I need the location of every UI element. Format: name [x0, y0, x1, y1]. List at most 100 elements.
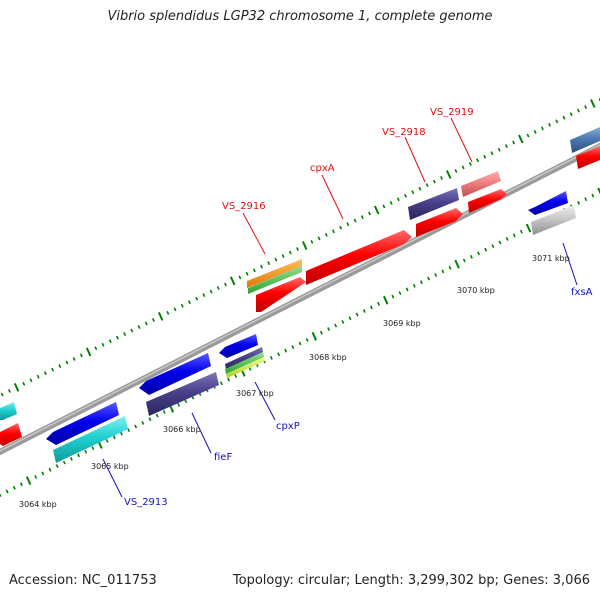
- gene-label-VS_2918: VS_2918: [382, 127, 426, 138]
- outer-tick-track: [0, 98, 600, 397]
- minor-tick: [468, 161, 472, 166]
- minor-tick: [362, 309, 366, 313]
- minor-tick: [548, 122, 552, 127]
- minor-tick: [227, 377, 231, 382]
- minor-tick: [284, 348, 288, 353]
- minor-tick: [19, 482, 23, 487]
- gene-fieF-feature[interactable]: [139, 353, 219, 416]
- gene-label-cpxA: cpxA: [310, 163, 335, 174]
- minor-tick: [440, 176, 444, 180]
- minor-tick: [348, 316, 352, 321]
- kbp-label-3069: 3069 kbp: [383, 319, 421, 328]
- minor-tick: [576, 108, 580, 113]
- minor-tick: [144, 321, 148, 326]
- minor-tick: [238, 275, 242, 280]
- major-tick: [382, 295, 389, 305]
- minor-tick: [58, 364, 62, 369]
- minor-tick: [296, 247, 299, 251]
- minor-tick: [43, 371, 47, 376]
- major-tick: [25, 476, 32, 486]
- minor-tick: [555, 119, 559, 124]
- minor-tick: [216, 286, 220, 290]
- minor-tick: [36, 374, 40, 379]
- minor-tick: [134, 424, 138, 429]
- minor-tick: [584, 197, 588, 202]
- major-tick: [525, 223, 532, 233]
- minor-tick: [137, 325, 141, 329]
- minor-tick: [484, 247, 488, 252]
- minor-tick: [288, 250, 292, 255]
- minor-tick: [94, 346, 98, 351]
- minor-tick: [505, 236, 509, 241]
- gene-fxsA-feature[interactable]: [528, 191, 576, 235]
- minor-tick: [5, 489, 9, 494]
- minor-tick: [418, 186, 422, 191]
- minor-tick: [519, 229, 523, 234]
- minor-tick: [497, 147, 501, 152]
- major-tick: [157, 311, 164, 321]
- gene-cpxA-feature[interactable]: [306, 230, 412, 285]
- minor-tick: [569, 112, 573, 117]
- minor-tick: [119, 431, 123, 436]
- minor-tick: [441, 269, 445, 274]
- major-tick: [85, 347, 92, 357]
- minor-tick: [291, 345, 295, 350]
- minor-tick: [245, 271, 249, 276]
- minor-tick: [389, 200, 393, 205]
- major-tick: [311, 331, 318, 341]
- major-tick: [229, 276, 236, 286]
- gene-edge-left-feature[interactable]: [0, 402, 22, 446]
- minor-tick: [332, 229, 335, 234]
- genome-backbone: [0, 142, 600, 456]
- minor-tick: [123, 332, 127, 337]
- minor-tick: [341, 319, 345, 324]
- minor-tick: [432, 179, 436, 184]
- minor-tick: [310, 239, 314, 244]
- minor-tick: [79, 353, 83, 358]
- minor-tick: [72, 357, 76, 361]
- minor-tick: [65, 360, 69, 365]
- minor-tick: [22, 381, 26, 386]
- minor-tick: [298, 341, 302, 346]
- minor-tick: [112, 435, 116, 440]
- minor-tick: [396, 197, 400, 202]
- minor-tick: [425, 183, 429, 188]
- minor-tick: [234, 374, 238, 378]
- minor-tick: [327, 327, 331, 332]
- minor-tick: [151, 318, 155, 322]
- minor-tick: [591, 193, 595, 198]
- minor-tick: [148, 417, 152, 422]
- minor-tick: [533, 129, 537, 134]
- major-tick: [301, 241, 308, 250]
- minor-tick: [202, 293, 206, 298]
- minor-tick: [269, 355, 273, 360]
- minor-tick: [187, 300, 191, 305]
- minor-tick: [469, 254, 473, 259]
- minor-tick: [162, 410, 166, 414]
- minor-tick: [562, 115, 566, 120]
- gene-label-cpxP: cpxP: [276, 421, 300, 432]
- minor-tick: [219, 381, 223, 386]
- minor-tick: [368, 211, 371, 216]
- gene-label-VS_2916: VS_2916: [222, 201, 266, 212]
- minor-tick: [184, 399, 188, 404]
- minor-tick: [115, 335, 119, 340]
- minor-tick: [305, 337, 309, 342]
- gene-VS_2913-feature[interactable]: [46, 402, 128, 463]
- gene-edge-forward-feature[interactable]: [570, 127, 600, 169]
- label-leaders: [102, 117, 578, 498]
- gene-cpxP-feature[interactable]: [219, 334, 265, 378]
- gene-VS_2918-feature[interactable]: [408, 188, 463, 237]
- minor-tick: [404, 193, 408, 198]
- minor-tick: [12, 485, 16, 490]
- minor-tick: [377, 301, 381, 306]
- minor-tick: [224, 282, 227, 287]
- minor-tick: [448, 265, 452, 270]
- gene-VS_2916-feature[interactable]: [247, 259, 307, 312]
- gene-VS_2919-feature[interactable]: [461, 171, 507, 213]
- minor-tick: [360, 215, 364, 220]
- gene-label-VS_2913: VS_2913: [124, 497, 168, 508]
- minor-tick: [0, 392, 4, 397]
- inner-tick-track: [0, 187, 600, 497]
